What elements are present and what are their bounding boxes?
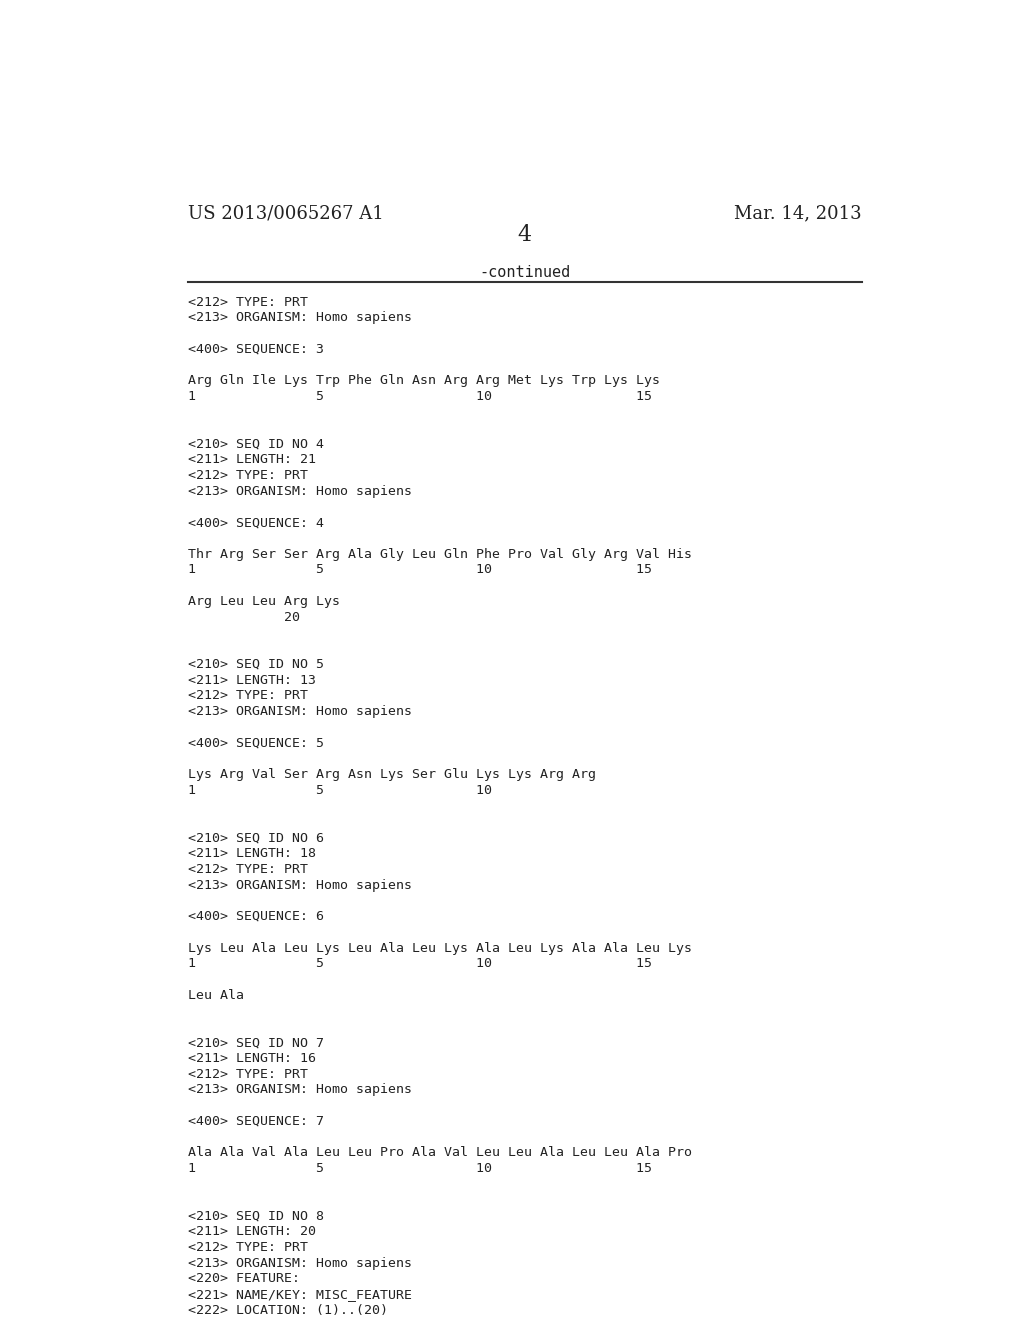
Text: <211> LENGTH: 21: <211> LENGTH: 21 bbox=[187, 453, 315, 466]
Text: <213> ORGANISM: Homo sapiens: <213> ORGANISM: Homo sapiens bbox=[187, 1257, 412, 1270]
Text: <213> ORGANISM: Homo sapiens: <213> ORGANISM: Homo sapiens bbox=[187, 484, 412, 498]
Text: <400> SEQUENCE: 7: <400> SEQUENCE: 7 bbox=[187, 1115, 324, 1127]
Text: Lys Leu Ala Leu Lys Leu Ala Leu Lys Ala Leu Lys Ala Ala Leu Lys: Lys Leu Ala Leu Lys Leu Ala Leu Lys Ala … bbox=[187, 941, 691, 954]
Text: <211> LENGTH: 16: <211> LENGTH: 16 bbox=[187, 1052, 315, 1065]
Text: 1               5                   10                  15: 1 5 10 15 bbox=[187, 957, 651, 970]
Text: US 2013/0065267 A1: US 2013/0065267 A1 bbox=[187, 205, 383, 222]
Text: Thr Arg Ser Ser Arg Ala Gly Leu Gln Phe Pro Val Gly Arg Val His: Thr Arg Ser Ser Arg Ala Gly Leu Gln Phe … bbox=[187, 548, 691, 561]
Text: Mar. 14, 2013: Mar. 14, 2013 bbox=[734, 205, 862, 222]
Text: <213> ORGANISM: Homo sapiens: <213> ORGANISM: Homo sapiens bbox=[187, 1084, 412, 1097]
Text: <212> TYPE: PRT: <212> TYPE: PRT bbox=[187, 689, 307, 702]
Text: <211> LENGTH: 20: <211> LENGTH: 20 bbox=[187, 1225, 315, 1238]
Text: Lys Arg Val Ser Arg Asn Lys Ser Glu Lys Lys Arg Arg: Lys Arg Val Ser Arg Asn Lys Ser Glu Lys … bbox=[187, 768, 596, 781]
Text: Leu Ala: Leu Ala bbox=[187, 989, 244, 1002]
Text: <210> SEQ ID NO 6: <210> SEQ ID NO 6 bbox=[187, 832, 324, 845]
Text: <212> TYPE: PRT: <212> TYPE: PRT bbox=[187, 1241, 307, 1254]
Text: Arg Leu Leu Arg Lys: Arg Leu Leu Arg Lys bbox=[187, 595, 340, 609]
Text: <221> NAME/KEY: MISC_FEATURE: <221> NAME/KEY: MISC_FEATURE bbox=[187, 1288, 412, 1302]
Text: -continued: -continued bbox=[479, 265, 570, 280]
Text: 1               5                   10: 1 5 10 bbox=[187, 784, 492, 797]
Text: <212> TYPE: PRT: <212> TYPE: PRT bbox=[187, 863, 307, 875]
Text: <210> SEQ ID NO 7: <210> SEQ ID NO 7 bbox=[187, 1036, 324, 1049]
Text: Ala Ala Val Ala Leu Leu Pro Ala Val Leu Leu Ala Leu Leu Ala Pro: Ala Ala Val Ala Leu Leu Pro Ala Val Leu … bbox=[187, 1146, 691, 1159]
Text: 4: 4 bbox=[518, 224, 531, 247]
Text: 1               5                   10                  15: 1 5 10 15 bbox=[187, 391, 651, 403]
Text: <210> SEQ ID NO 4: <210> SEQ ID NO 4 bbox=[187, 437, 324, 450]
Text: <211> LENGTH: 13: <211> LENGTH: 13 bbox=[187, 673, 315, 686]
Text: <400> SEQUENCE: 4: <400> SEQUENCE: 4 bbox=[187, 516, 324, 529]
Text: Arg Gln Ile Lys Trp Phe Gln Asn Arg Arg Met Lys Trp Lys Lys: Arg Gln Ile Lys Trp Phe Gln Asn Arg Arg … bbox=[187, 375, 659, 387]
Text: <210> SEQ ID NO 8: <210> SEQ ID NO 8 bbox=[187, 1209, 324, 1222]
Text: <222> LOCATION: (1)..(20): <222> LOCATION: (1)..(20) bbox=[187, 1304, 387, 1317]
Text: <212> TYPE: PRT: <212> TYPE: PRT bbox=[187, 296, 307, 309]
Text: 20: 20 bbox=[187, 611, 299, 623]
Text: <213> ORGANISM: Homo sapiens: <213> ORGANISM: Homo sapiens bbox=[187, 879, 412, 891]
Text: <210> SEQ ID NO 5: <210> SEQ ID NO 5 bbox=[187, 657, 324, 671]
Text: <213> ORGANISM: Homo sapiens: <213> ORGANISM: Homo sapiens bbox=[187, 312, 412, 325]
Text: <400> SEQUENCE: 3: <400> SEQUENCE: 3 bbox=[187, 343, 324, 356]
Text: <400> SEQUENCE: 5: <400> SEQUENCE: 5 bbox=[187, 737, 324, 750]
Text: <212> TYPE: PRT: <212> TYPE: PRT bbox=[187, 1068, 307, 1081]
Text: <212> TYPE: PRT: <212> TYPE: PRT bbox=[187, 469, 307, 482]
Text: <213> ORGANISM: Homo sapiens: <213> ORGANISM: Homo sapiens bbox=[187, 705, 412, 718]
Text: <400> SEQUENCE: 6: <400> SEQUENCE: 6 bbox=[187, 909, 324, 923]
Text: 1               5                   10                  15: 1 5 10 15 bbox=[187, 1162, 651, 1175]
Text: <220> FEATURE:: <220> FEATURE: bbox=[187, 1272, 299, 1286]
Text: <211> LENGTH: 18: <211> LENGTH: 18 bbox=[187, 847, 315, 861]
Text: 1               5                   10                  15: 1 5 10 15 bbox=[187, 564, 651, 577]
